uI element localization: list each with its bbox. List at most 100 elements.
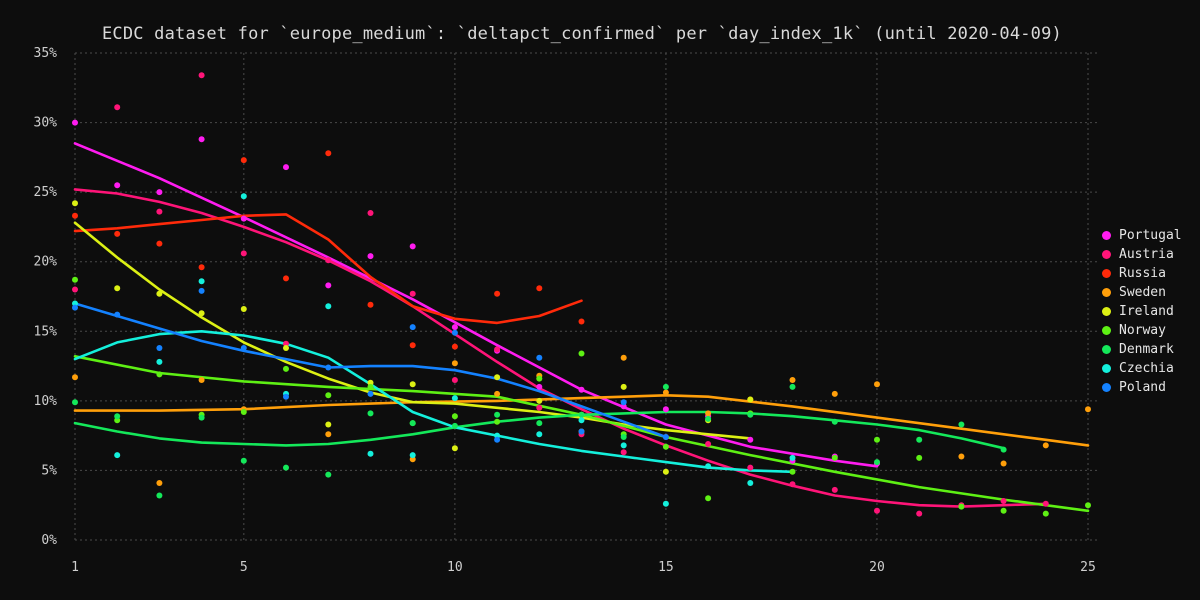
x-tick-label: 20 xyxy=(869,560,885,575)
data-point-poland xyxy=(494,436,501,443)
data-point-portugal xyxy=(198,136,205,143)
data-point-portugal xyxy=(283,164,289,171)
legend-label: Norway xyxy=(1119,323,1166,338)
data-point-ireland xyxy=(240,306,247,312)
data-point-norway xyxy=(240,409,247,415)
data-point-denmark xyxy=(198,414,205,421)
data-point-austria xyxy=(325,257,332,264)
data-point-russia xyxy=(283,275,289,282)
data-point-sweden xyxy=(958,453,965,460)
data-point-ireland xyxy=(156,290,163,297)
data-point-denmark xyxy=(367,410,374,417)
y-tick-label: 30% xyxy=(34,116,58,131)
data-point-russia xyxy=(578,318,585,325)
data-point-sweden xyxy=(451,360,458,367)
data-point-norway xyxy=(283,365,289,372)
legend-swatch xyxy=(1102,307,1111,316)
data-point-russia xyxy=(409,342,416,349)
x-tick-label: 5 xyxy=(240,560,248,575)
trend-line-poland xyxy=(73,302,668,439)
data-point-portugal xyxy=(367,253,374,260)
data-point-austria xyxy=(72,286,78,293)
trend-line-portugal xyxy=(73,142,879,468)
data-point-portugal xyxy=(325,282,332,289)
data-point-poland xyxy=(536,354,543,361)
data-point-ireland xyxy=(451,445,458,452)
legend-item-ireland: Ireland xyxy=(1102,302,1182,321)
data-point-czechia xyxy=(409,452,416,459)
data-point-czechia xyxy=(451,395,458,402)
data-point-norway xyxy=(156,371,163,378)
data-point-norway xyxy=(325,392,332,399)
data-point-norway xyxy=(114,417,121,424)
legend-swatch xyxy=(1102,326,1111,335)
y-tick-label: 35% xyxy=(34,46,58,61)
data-point-czechia xyxy=(578,417,585,424)
data-point-denmark xyxy=(325,471,332,478)
y-tick-label: 5% xyxy=(41,463,57,478)
data-point-austria xyxy=(789,481,796,488)
data-point-portugal xyxy=(409,243,416,250)
data-point-poland xyxy=(114,311,121,318)
data-point-portugal xyxy=(620,403,627,410)
data-point-portugal xyxy=(451,324,458,331)
legend-label: Denmark xyxy=(1119,342,1174,357)
data-point-sweden xyxy=(198,377,205,383)
data-point-denmark xyxy=(536,420,543,427)
data-point-ireland xyxy=(325,421,332,428)
data-point-norway xyxy=(831,454,838,461)
x-tick-label: 25 xyxy=(1080,560,1096,575)
data-point-austria xyxy=(367,210,374,216)
legend-item-norway: Norway xyxy=(1102,321,1182,340)
data-point-poland xyxy=(662,434,669,440)
data-point-norway xyxy=(72,276,78,283)
data-point-sweden xyxy=(409,456,416,463)
data-point-austria xyxy=(705,441,712,447)
data-point-norway xyxy=(958,503,965,510)
data-point-sweden xyxy=(789,377,796,383)
trend-line-austria xyxy=(73,188,1048,508)
data-point-sweden xyxy=(620,354,627,361)
data-point-poland xyxy=(451,329,458,336)
data-point-norway xyxy=(1085,502,1091,509)
data-point-portugal xyxy=(72,119,78,126)
data-point-ireland xyxy=(114,285,121,292)
data-point-czechia xyxy=(747,480,754,486)
data-point-austria xyxy=(283,340,289,347)
data-point-denmark xyxy=(620,434,627,440)
data-point-denmark xyxy=(747,411,754,418)
data-point-denmark xyxy=(578,411,585,418)
data-point-denmark xyxy=(916,436,923,443)
y-tick-label: 0% xyxy=(41,533,57,548)
data-point-russia xyxy=(198,264,205,271)
data-point-ireland xyxy=(72,200,78,207)
data-point-poland xyxy=(409,324,416,331)
data-point-sweden xyxy=(156,480,163,486)
legend-label: Russia xyxy=(1119,266,1166,281)
data-point-czechia xyxy=(494,432,501,439)
data-point-russia xyxy=(325,150,332,157)
data-point-denmark xyxy=(72,399,78,406)
data-point-austria xyxy=(831,486,838,493)
data-point-denmark xyxy=(831,418,838,425)
data-point-poland xyxy=(156,345,163,351)
data-point-norway xyxy=(916,454,923,461)
data-point-ireland xyxy=(747,396,754,403)
x-tick-label: 1 xyxy=(71,560,79,575)
data-point-czechia xyxy=(198,278,205,285)
data-point-denmark xyxy=(874,459,880,466)
data-point-poland xyxy=(367,390,374,397)
data-point-czechia xyxy=(114,452,121,459)
data-point-norway xyxy=(578,350,585,357)
trend-line-sweden xyxy=(73,394,1090,447)
trend-line-czechia xyxy=(73,330,794,474)
data-point-austria xyxy=(1000,498,1007,504)
data-point-ireland xyxy=(536,397,543,404)
y-tick-label: 15% xyxy=(34,324,58,339)
data-point-norway xyxy=(367,383,374,390)
data-point-sweden xyxy=(1085,406,1091,413)
data-point-austria xyxy=(747,464,754,471)
legend-swatch xyxy=(1102,345,1111,354)
data-point-sweden xyxy=(325,431,332,438)
